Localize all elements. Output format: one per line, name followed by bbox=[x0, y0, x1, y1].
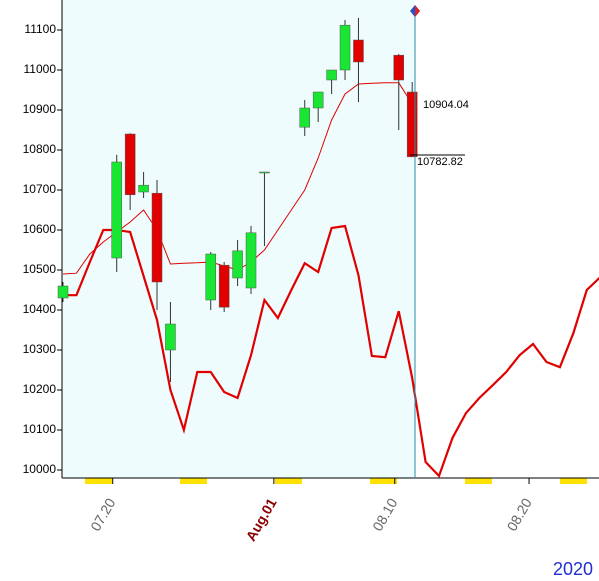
x-tick-label: Aug.01 bbox=[242, 495, 279, 544]
candle-body bbox=[245, 232, 257, 289]
candle-body bbox=[138, 184, 149, 193]
y-tick-label: 10300 bbox=[23, 342, 57, 356]
y-tick-label: 10100 bbox=[23, 422, 57, 436]
candle-body bbox=[218, 264, 230, 308]
y-tick-label: 10000 bbox=[23, 462, 57, 476]
candle-body bbox=[312, 91, 324, 109]
candle-body bbox=[406, 91, 418, 158]
annotation: 10782.82 bbox=[417, 156, 463, 168]
candle-body bbox=[124, 133, 136, 196]
candle-body bbox=[299, 107, 310, 128]
y-tick-label: 10200 bbox=[23, 382, 57, 396]
x-tick-label: 08.10 bbox=[369, 495, 400, 534]
y-tick-label: 10600 bbox=[23, 222, 57, 236]
y-tick-label: 10400 bbox=[23, 302, 57, 316]
candle-body bbox=[353, 39, 364, 63]
candle-body bbox=[57, 285, 69, 299]
candle-body bbox=[393, 54, 404, 81]
y-tick-label: 10500 bbox=[23, 262, 57, 276]
candle-body bbox=[339, 24, 351, 71]
line-series bbox=[63, 224, 599, 479]
candle-body bbox=[326, 69, 337, 81]
candle-body bbox=[111, 161, 122, 259]
candle-body bbox=[205, 253, 216, 301]
y-tick-label: 10700 bbox=[23, 182, 57, 196]
y-tick-label: 10800 bbox=[23, 142, 57, 156]
weekend-markers bbox=[85, 478, 587, 484]
x-tick-label: 07.20 bbox=[87, 495, 118, 534]
y-tick-label: 11100 bbox=[24, 22, 56, 36]
candle-body bbox=[165, 323, 176, 351]
marks bbox=[57, 18, 599, 479]
cursor-diamond-half bbox=[415, 5, 420, 17]
annotation: 10904.04 bbox=[423, 99, 469, 111]
year-label: 2020 bbox=[553, 559, 593, 579]
x-tick-label: 08.20 bbox=[503, 495, 534, 534]
y-tick-label: 11000 bbox=[24, 62, 57, 76]
candle-body bbox=[232, 250, 243, 279]
y-tick-label: 10900 bbox=[23, 102, 57, 116]
candle-body bbox=[151, 192, 163, 283]
candle-body bbox=[259, 171, 270, 174]
